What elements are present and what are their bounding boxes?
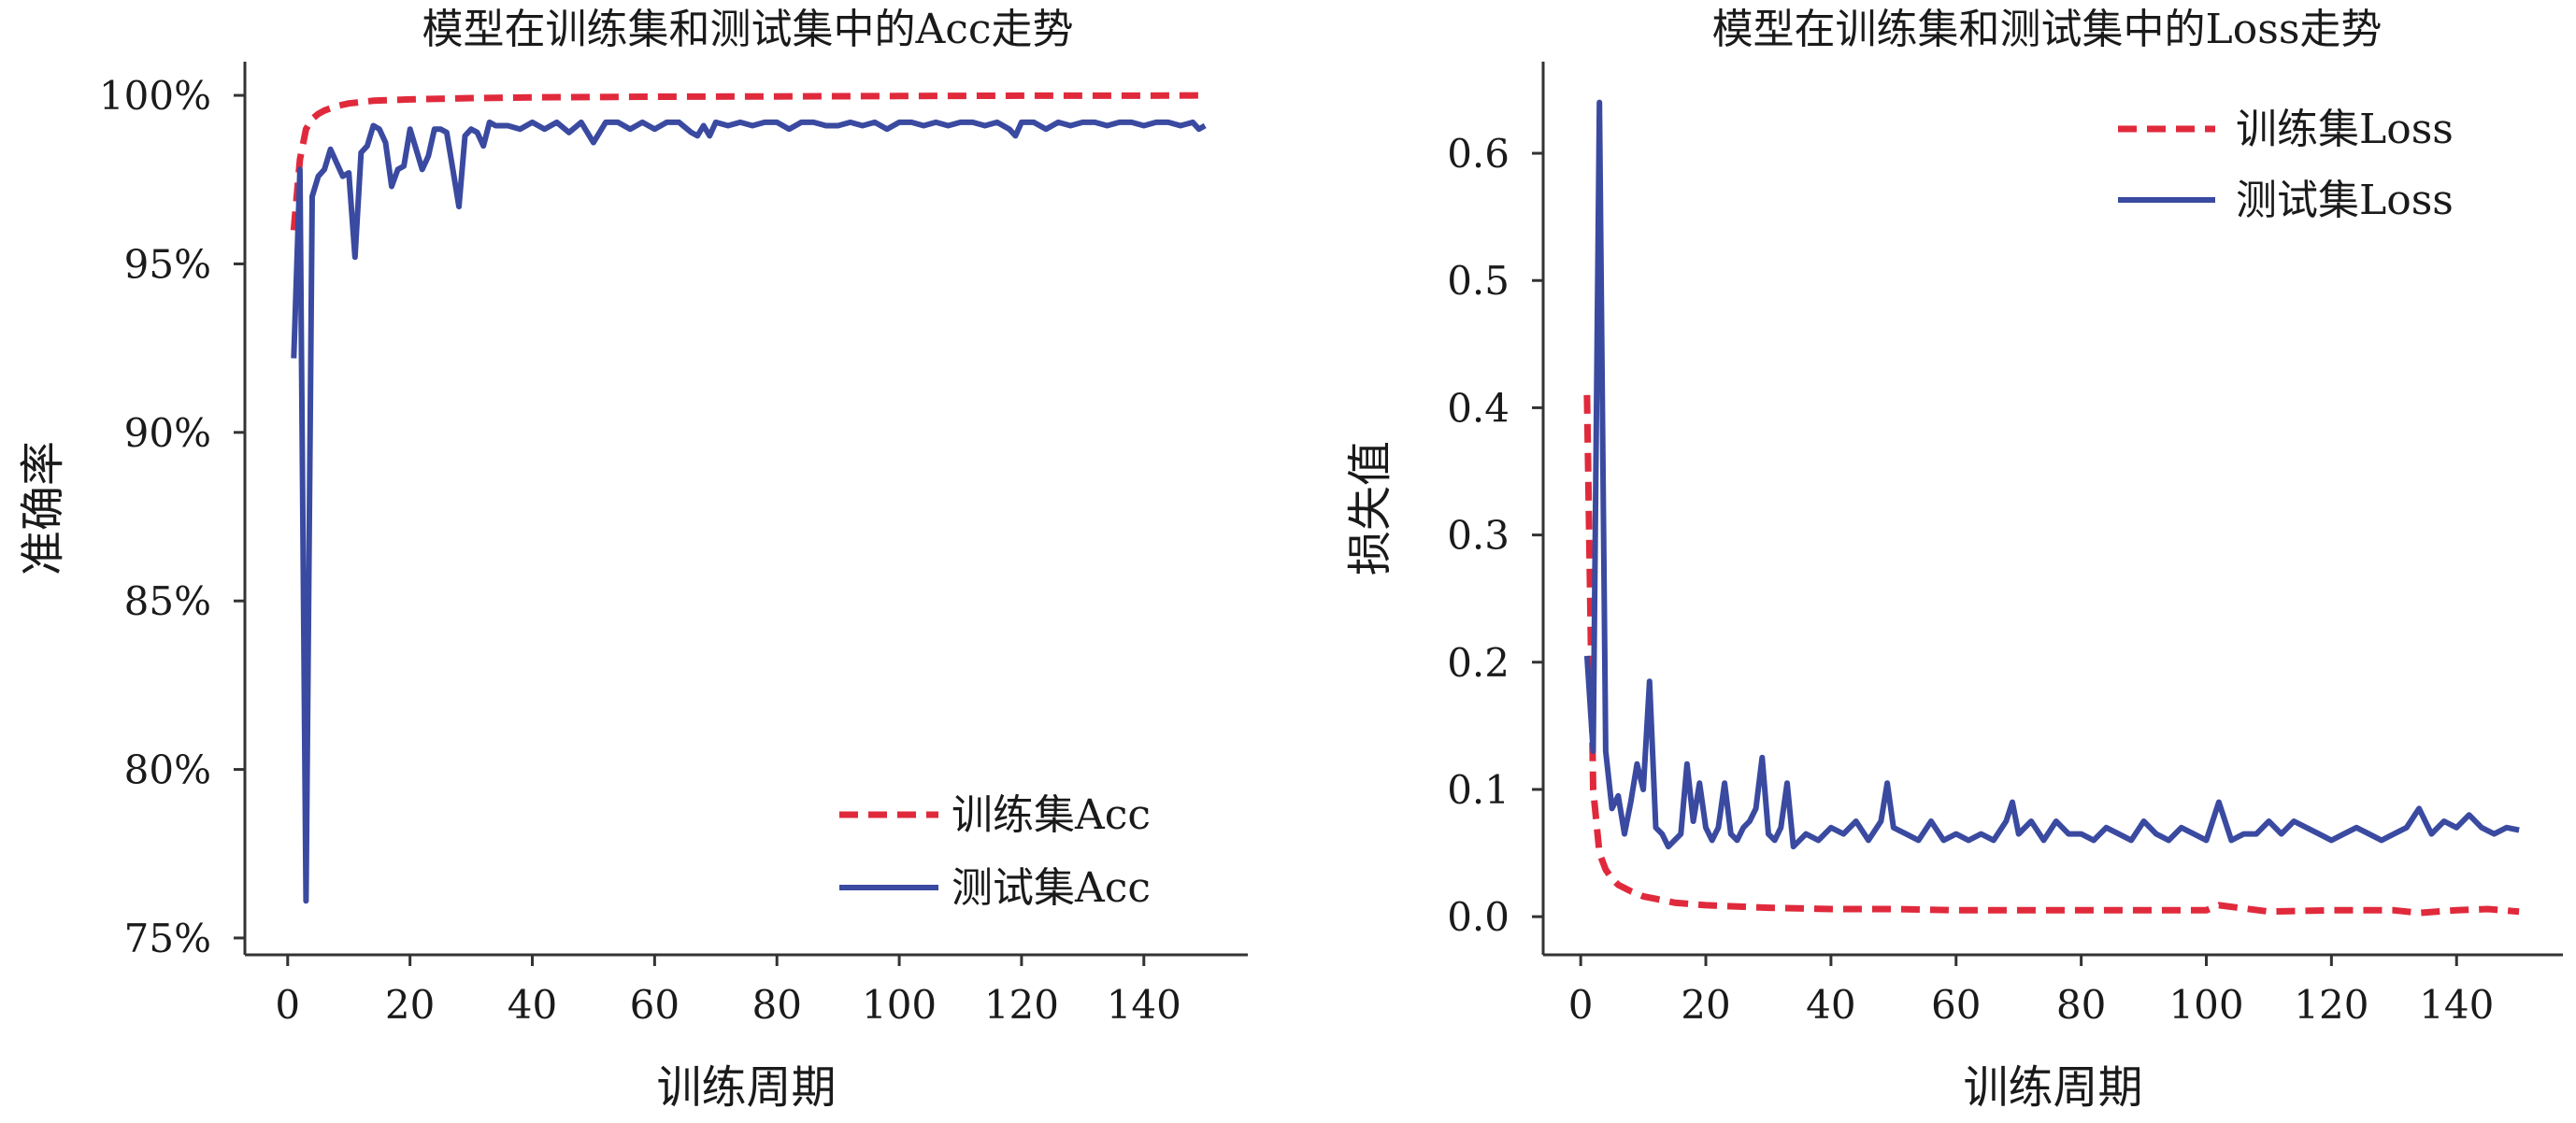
loss-x-tick-label: 80 [2056,982,2106,1028]
acc-y-tick-label: 75% [124,916,211,961]
loss-x-tick-label: 60 [1931,982,1981,1028]
loss-x-tick-label: 20 [1681,982,1730,1028]
accuracy-chart: 模型在训练集和测试集中的Acc走势 0 20 40 60 80 100 120 140 75% 80… [17,6,1248,1114]
acc-y-tick-label: 95% [124,241,211,287]
loss-y-tick-label: 0.1 [1447,767,1510,813]
acc-chart-title: 模型在训练集和测试集中的Acc走势 [422,6,1073,53]
acc-series-test-line [291,119,1207,904]
loss-y-tick-label: 0.5 [1447,258,1510,304]
acc-x-tick-label: 80 [751,982,801,1028]
acc-x-tick-label: 100 [862,982,937,1028]
loss-x-tick-label: 0 [1568,982,1594,1028]
acc-x-tick-label: 40 [508,982,557,1028]
loss-x-tick-label: 120 [2294,982,2368,1028]
loss-legend-label: 训练集Loss [2236,106,2454,153]
loss-y-tick-label: 0.6 [1447,131,1510,177]
acc-series-train-line [290,92,1206,231]
acc-x-tick-label: 20 [385,982,435,1028]
loss-y-tick-label: 0.2 [1447,640,1510,686]
loss-y-tick-label: 0.3 [1447,513,1510,559]
acc-y-axis-label: 准确率 [17,441,69,576]
acc-y-tick-label: 100% [99,73,211,119]
loss-y-tick-label: 0.0 [1447,894,1510,940]
acc-x-axis-label: 训练周期 [656,1061,836,1114]
acc-x-tick-label: 120 [984,982,1059,1028]
acc-legend-label: 测试集Acc [952,864,1151,912]
acc-x-tick-label: 60 [630,982,680,1028]
loss-y-axis-label: 损失值 [1344,441,1396,576]
loss-chart: 模型在训练集和测试集中的Loss走势 0 20 40 60 80 100 120 140 0.0 0… [1344,6,2563,1114]
loss-x-tick-label: 100 [2168,982,2243,1028]
loss-y-tick-label: 0.4 [1447,385,1510,431]
loss-x-tick-label: 140 [2419,982,2494,1028]
acc-y-tick-label: 80% [124,747,211,793]
acc-legend-label: 训练集Acc [952,791,1151,839]
loss-x-tick-label: 40 [1806,982,1855,1028]
loss-chart-title: 模型在训练集和测试集中的Loss走势 [1712,6,2383,53]
acc-x-tick-label: 0 [275,982,300,1028]
acc-x-tick-label: 140 [1107,982,1181,1028]
loss-series-test-line [1583,99,2520,850]
loss-x-axis-label: 训练周期 [1963,1061,2142,1114]
acc-y-tick-label: 90% [124,410,211,456]
loss-legend-label: 测试集Loss [2236,177,2454,224]
acc-y-tick-label: 85% [124,578,211,624]
